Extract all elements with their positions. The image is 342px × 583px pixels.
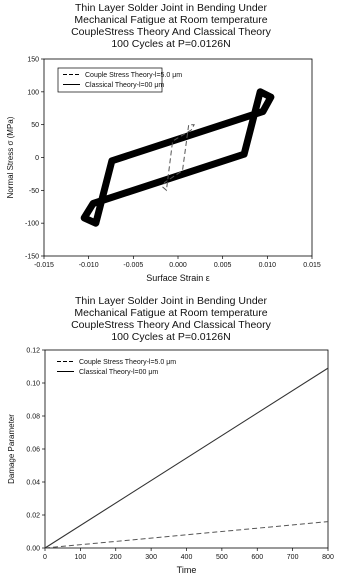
couple-stress-hysteresis-loop [162,124,195,192]
x-tick-label: 0 [43,554,47,561]
x-tick-label: 0.010 [259,262,277,269]
chart-2-title-line: Mechanical Fatigue at Room temperature [74,307,268,319]
x-tick-label: 600 [251,554,263,561]
chart-1-title-line: Thin Layer Solder Joint in Bending Under [74,2,268,14]
chart-2-title-line: CoupleStress Theory And Classical Theory [71,319,271,331]
classical-damage-line [44,367,329,549]
legend-label: Couple Stress Theory-l=5.0 μm [85,72,182,79]
x-tick-label: 300 [145,554,157,561]
y-tick-label: 0 [35,155,39,162]
chart-1-title: Thin Layer Solder Joint in Bending Under… [0,2,342,50]
y-tick-label: 0.02 [26,513,40,520]
y-axis-label: Damage Parameter [7,414,16,484]
y-tick-label: -50 [29,188,39,195]
x-tick-label: 100 [75,554,87,561]
chart-1-title-line: 100 Cycles at P=0.0126N [111,38,231,50]
couple-stress-damage-line [44,521,329,549]
x-tick-label: 400 [181,554,193,561]
legend-label: Classical Theory-l=00 μm [79,369,158,376]
y-tick-label: 0.10 [26,381,40,388]
legend-label: Classical Theory-l=00 μm [85,82,164,89]
y-tick-label: 0.00 [26,546,40,553]
legend-box [57,67,163,93]
x-tick-label: 0.000 [169,262,187,269]
x-tick-label: 500 [216,554,228,561]
y-tick-label: 0.06 [26,447,40,454]
plot-frame [44,349,329,549]
chart-1-title-line: CoupleStress Theory And Classical Theory [71,26,271,38]
chart-1-title-line: Mechanical Fatigue at Room temperature [74,14,268,26]
y-tick-label: 50 [31,122,39,129]
chart-2-title-line: Thin Layer Solder Joint in Bending Under [74,295,268,307]
classical-hysteresis-loop [80,88,275,227]
x-tick-label: -0.015 [34,262,54,269]
x-axis-label: Time [177,565,197,575]
x-tick-label: -0.005 [123,262,143,269]
y-tick-label: -150 [25,254,39,261]
y-tick-label: 0.08 [26,414,40,421]
x-tick-label: 700 [287,554,299,561]
x-tick-label: 200 [110,554,122,561]
y-tick-label: 150 [27,57,39,64]
y-tick-label: -100 [25,221,39,228]
y-tick-label: 0.04 [26,480,40,487]
y-tick-label: 0.12 [26,348,40,355]
chart-2-title-line: 100 Cycles at P=0.0126N [111,331,231,343]
x-tick-label: 0.005 [214,262,232,269]
y-tick-label: 100 [27,89,39,96]
x-axis-label: Surface Strain ε [146,273,210,283]
y-axis-label: Normal Stress σ (MPa) [6,116,15,198]
chart-2-title: Thin Layer Solder Joint in Bending Under… [0,295,342,343]
legend-label: Couple Stress Theory-l=5.0 μm [79,359,176,366]
x-tick-label: 0.015 [303,262,321,269]
x-tick-label: -0.010 [79,262,99,269]
x-tick-label: 800 [322,554,334,561]
